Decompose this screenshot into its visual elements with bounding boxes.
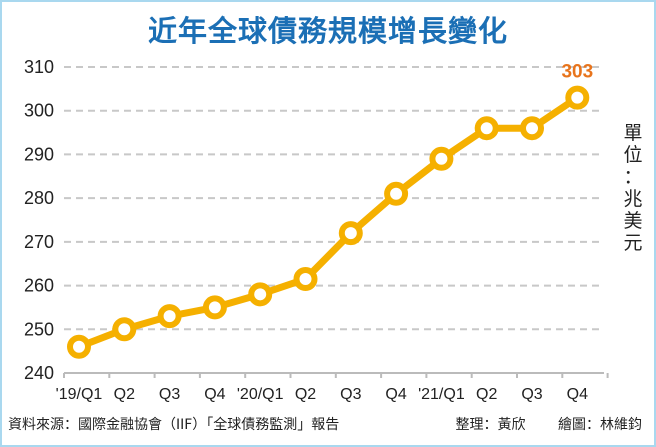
x-tick-label: Q3 (340, 386, 361, 403)
x-tick-label: Q2 (295, 386, 316, 403)
data-point-marker (520, 116, 544, 141)
y-tick-label: 280 (24, 188, 54, 208)
x-tick-label: Q4 (385, 386, 406, 403)
data-point-marker (67, 334, 91, 359)
x-tick-label: Q4 (567, 386, 588, 403)
data-point-marker (338, 221, 363, 246)
x-axis-ticks: '19/Q1 Q2 Q3 Q4 '20/Q1 Q2 Q3 Q4 '21/Q1 Q2 Q3 Q4 (56, 386, 588, 403)
data-point-marker (565, 85, 590, 110)
x-tick-label: Q4 (204, 386, 225, 403)
x-tick-label: Q2 (476, 386, 497, 403)
x-tick-label: '19/Q1 (56, 386, 103, 403)
y-tick-label: 310 (24, 57, 54, 77)
annotations: 303 (561, 62, 593, 83)
data-point-marker (202, 295, 227, 320)
y-tick-label: 270 (24, 232, 54, 252)
data-point-marker (112, 317, 137, 342)
x-tick-label: '20/Q1 (237, 386, 284, 403)
y-tick-label: 240 (24, 363, 54, 383)
x-tick-label: Q2 (114, 386, 135, 403)
unit-label: 單 位 ： 兆 美 元 (623, 122, 643, 254)
y-tick-label: 290 (24, 144, 54, 164)
editor-credit: 整理：黃欣 (455, 417, 526, 433)
data-point-marker (157, 304, 182, 329)
x-tick-label: '21/Q1 (418, 386, 465, 403)
x-tick-label: Q3 (521, 386, 542, 403)
data-point-marker (384, 181, 409, 206)
data-point-marker (429, 146, 454, 171)
data-point-marker (248, 282, 273, 307)
chart-title: 近年全球債務規模增長變化 (147, 14, 508, 48)
gridlines (64, 66, 604, 331)
data-point-marker (293, 267, 318, 292)
series-line (77, 94, 580, 351)
source-note: 資料來源：國際金融協會（IIF）「全球債務監測」報告 (8, 417, 340, 433)
x-axis (63, 372, 609, 378)
data-series (67, 85, 590, 359)
data-point-marker (474, 116, 499, 141)
y-tick-label: 260 (24, 276, 54, 296)
illustrator-credit: 繪圖：林維鈞 (558, 417, 642, 433)
x-tick-label: Q3 (159, 386, 180, 403)
y-tick-label: 250 (24, 319, 54, 339)
value-annotation: 303 (561, 62, 593, 83)
y-axis-ticks: 240 250 260 270 280 290 300 310 (24, 57, 54, 383)
credits: 整理：黃欣 繪圖：林維鈞 (428, 414, 642, 434)
y-tick-label: 300 (24, 101, 54, 121)
